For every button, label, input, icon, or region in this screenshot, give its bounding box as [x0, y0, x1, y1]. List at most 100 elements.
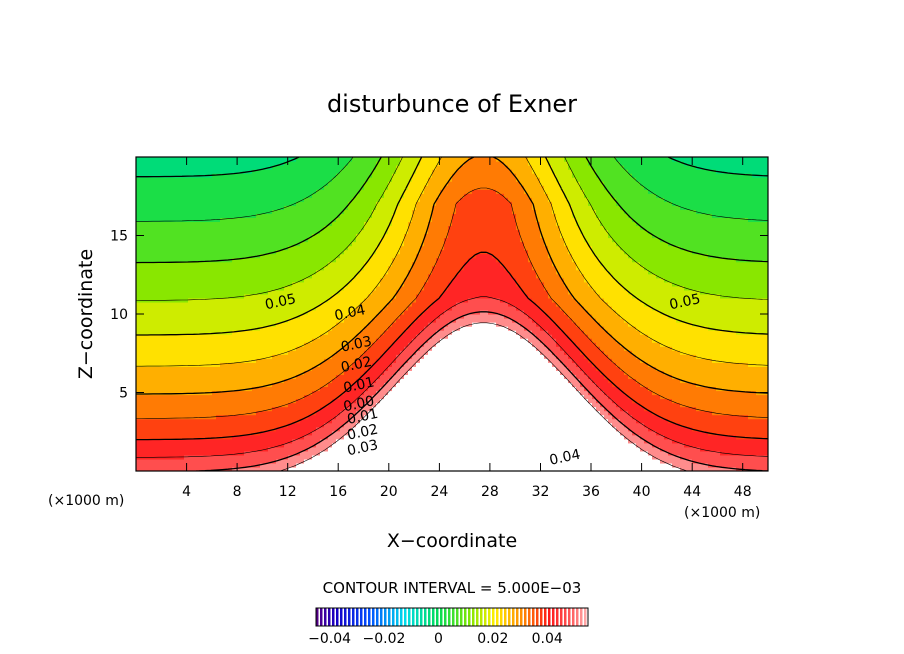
contour-band-cell	[424, 185, 429, 235]
contour-band-cell	[172, 394, 177, 420]
contour-band-cell	[228, 334, 233, 363]
contour-band-cell	[368, 366, 373, 388]
contour-band-cell	[384, 350, 389, 371]
contour-band-cell	[620, 370, 625, 392]
contour-band-cell	[144, 366, 149, 396]
contour-band-cell	[416, 318, 421, 335]
contour-band-cell	[296, 346, 301, 375]
contour-band-cell	[700, 410, 705, 432]
contour-band-cell	[156, 221, 161, 263]
contour-band-cell	[416, 350, 421, 363]
contour-band-cell	[348, 161, 353, 202]
contour-band-cell	[256, 157, 261, 170]
contour-band-cell	[676, 322, 681, 351]
contour-band-cell	[412, 157, 417, 174]
contour-band-cell	[336, 438, 341, 448]
contour-band-cell	[472, 334, 477, 471]
contour-band-cell	[348, 245, 353, 283]
contour-band-cell	[404, 346, 409, 363]
contour-band-cell	[560, 277, 565, 311]
contour-band-cell	[436, 257, 441, 299]
contour-band-cell	[744, 362, 749, 392]
contour-band-cell	[732, 330, 737, 363]
contour-band-cell	[324, 301, 329, 335]
contour-band-cell	[448, 334, 453, 343]
contour-band-cell	[760, 418, 765, 440]
contour-line	[136, 296, 768, 458]
contour-band-cell	[368, 398, 373, 412]
contour-band-cell	[204, 418, 209, 440]
contour-band-cell	[544, 314, 549, 331]
contour-band-cell	[352, 438, 357, 471]
contour-band-cell	[148, 177, 153, 223]
contour-band-cell	[204, 177, 209, 223]
contour-band-cell	[424, 354, 429, 363]
contour-band-cell	[444, 289, 449, 311]
contour-band-cell	[196, 366, 201, 396]
contour-band-cell	[264, 213, 269, 255]
contour-band-cell	[592, 169, 597, 210]
contour-band-cell	[568, 394, 573, 471]
contour-band-cell	[324, 157, 329, 186]
contour-band-cell	[648, 233, 653, 275]
contour-band-cell	[240, 434, 245, 456]
contour-band-cell	[364, 350, 369, 371]
contour-band-cell	[484, 297, 489, 311]
contour-band-cell	[456, 201, 461, 275]
contour-label: 0.03	[346, 437, 380, 459]
contour-band-cell	[724, 414, 729, 436]
contour-band-cell	[580, 233, 585, 275]
contour-band-cell	[320, 334, 325, 363]
contour-band-cell	[532, 157, 537, 174]
contour-band-cell	[136, 438, 141, 460]
contour-band-cell	[232, 217, 237, 259]
contour-band-cell	[632, 454, 637, 471]
contour-band-cell	[364, 261, 369, 299]
contour-band-cell	[332, 430, 337, 444]
contour-band-cell	[668, 454, 673, 464]
contour-band-cell	[136, 334, 141, 367]
contour-band-cell	[252, 450, 257, 468]
contour-band-cell	[512, 157, 517, 174]
contour-band-cell	[396, 318, 401, 339]
contour-band-cell	[384, 305, 389, 331]
contour-band-cell	[712, 293, 717, 331]
contour-band-cell	[760, 366, 765, 396]
contour-band-cell	[240, 217, 245, 259]
contour-band-cell	[184, 418, 189, 440]
contour-band-cell	[644, 269, 649, 307]
contour-band-cell	[352, 434, 357, 440]
contour-band-cell	[504, 269, 509, 303]
contour-band-cell	[404, 309, 409, 331]
contour-band-cell	[732, 414, 737, 436]
contour-band-cell	[184, 366, 189, 396]
colorbar-stripe	[348, 608, 351, 626]
contour-band-cell	[528, 354, 533, 471]
contour-band-cell	[292, 454, 297, 468]
contour-band-cell	[180, 157, 185, 178]
contour-band-cell	[548, 297, 553, 319]
colorbar-stripe	[492, 608, 495, 626]
contour-band-cell	[388, 378, 393, 392]
contour-band-cell	[764, 394, 768, 420]
contour-band-cell	[648, 366, 653, 392]
contour-band-cell	[620, 249, 625, 287]
contour-band-cell	[428, 358, 433, 363]
contour-band-cell	[364, 221, 369, 263]
contour-band-cell	[396, 354, 401, 371]
contour-band-cell	[688, 209, 693, 251]
contour-band-cell	[736, 297, 741, 335]
contour-band-cell	[196, 177, 201, 223]
contour-band-cell	[340, 169, 345, 214]
contour-band-cell	[280, 382, 285, 408]
contour-band-cell	[716, 390, 721, 416]
contour-band-cell	[340, 410, 345, 428]
contour-band-cell	[676, 245, 681, 287]
colorbar-stripe	[456, 608, 459, 626]
contour-band-cell	[412, 173, 417, 210]
contour-band-cell	[744, 334, 749, 363]
contour-band-cell	[564, 386, 569, 392]
contour-band-cell	[696, 410, 701, 432]
colorbar-stripe	[316, 608, 319, 626]
